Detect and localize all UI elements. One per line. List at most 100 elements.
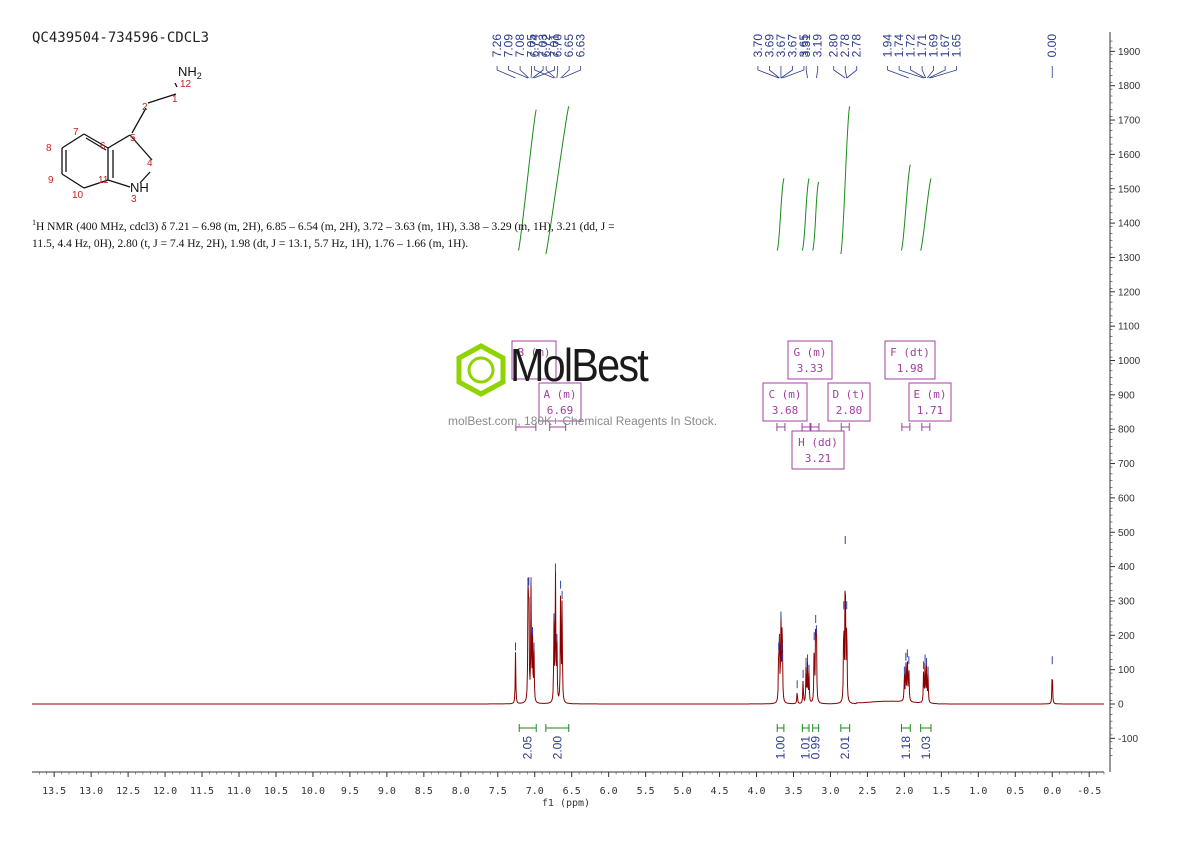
atom-number-10: 10	[72, 190, 84, 201]
peak-label: 6.72	[539, 34, 553, 58]
multiplet-box	[538, 382, 582, 422]
multiplet-name: A (m)	[543, 388, 576, 401]
x-tick-label: 2.5	[858, 786, 876, 797]
peak-label-connector	[545, 66, 556, 79]
x-tick-label: 7.5	[489, 786, 507, 797]
atom-number-3: 3	[131, 194, 137, 205]
integral-value: 2.01	[838, 736, 852, 760]
x-tick-label: 10.5	[264, 786, 288, 797]
integral-bracket	[900, 724, 911, 732]
peak-label: 3.70	[751, 34, 765, 58]
multiplet-box	[791, 430, 845, 470]
multiplet-name: F (dt)	[890, 346, 930, 359]
integrals: 2.05 2.00 1.00 1.010.99 2.01 1.18 1.03	[518, 724, 933, 760]
peak-label: 6.65	[562, 34, 576, 58]
peak-label: 7.26	[490, 34, 504, 58]
y-tick-label: 1400	[1118, 219, 1141, 230]
x-tick-label: 4.0	[747, 786, 765, 797]
x-tick-label: 6.0	[600, 786, 618, 797]
atom-number-4: 4	[147, 158, 153, 169]
x-tick-label: 11.5	[190, 786, 214, 797]
peak-labels: 7.267.097.087.057.037.01 6.746.726.706.65…	[490, 34, 1059, 79]
integral-curve	[812, 181, 820, 251]
integral-value: 1.01	[799, 736, 813, 760]
multiplet-value: 1.98	[897, 362, 924, 375]
peak-label: 7.01	[548, 34, 562, 58]
atom-number-6: 6	[100, 141, 106, 152]
multiplet-name: D (t)	[832, 388, 865, 401]
multiplet-name: B (m)	[517, 346, 550, 359]
y-tick-label: 700	[1118, 459, 1135, 470]
multiplet-range	[776, 423, 786, 431]
atom-number-8: 8	[46, 143, 52, 154]
x-tick-label: 7.0	[526, 786, 544, 797]
peak-label: 1.72	[904, 34, 918, 58]
peak-label-connector	[769, 66, 780, 79]
multiplet-name: E (m)	[913, 388, 946, 401]
x-tick-label: -0.5	[1077, 786, 1101, 797]
peak-label: 0.00	[1045, 34, 1059, 58]
integral-bracket	[840, 724, 851, 732]
y-tick-label: 1300	[1118, 253, 1141, 264]
x-tick-label: 3.0	[821, 786, 839, 797]
x-tick-label: 12.5	[116, 786, 140, 797]
peak-label: 3.65	[797, 34, 811, 58]
peak-label-connector	[534, 66, 555, 79]
integral-value: 1.18	[899, 736, 913, 760]
peak-label: 6.74	[528, 34, 542, 58]
peak-label-connector	[556, 66, 559, 79]
x-axis-label: f1 (ppm)	[542, 798, 590, 809]
atom-number-9: 9	[48, 175, 54, 186]
multiplet-box	[787, 340, 833, 380]
multiplet-value: 1.71	[917, 404, 944, 417]
y-tick-label: 500	[1118, 528, 1135, 539]
x-tick-label: 10.0	[301, 786, 325, 797]
x-tick-label: 0.0	[1043, 786, 1061, 797]
multiplet-range	[549, 423, 567, 431]
integral-bracket	[920, 724, 932, 732]
y-tick-label: 1600	[1118, 150, 1141, 161]
x-tick-label: 11.0	[227, 786, 251, 797]
x-tick-label: 13.5	[42, 786, 66, 797]
y-tick-label: 600	[1118, 493, 1135, 504]
y-tick-label: 400	[1118, 562, 1135, 573]
multiplet-name: G (m)	[793, 346, 826, 359]
integral-curve	[920, 178, 932, 251]
peak-label: 7.05	[525, 34, 539, 58]
peak-label-connector	[519, 66, 530, 79]
spectrum	[32, 535, 1104, 705]
integral-value: 1.00	[774, 736, 788, 760]
peak-label: 7.08	[513, 34, 527, 58]
peak-label: 3.67	[774, 34, 788, 58]
y-tick-label: 200	[1118, 631, 1135, 642]
peak-label-connector	[805, 66, 808, 79]
integral-value: 0.99	[809, 736, 823, 760]
nmr-description-text: H NMR (400 MHz, cdcl3) δ 7.21 – 6.98 (m,…	[32, 220, 615, 250]
peak-label-connector	[833, 66, 846, 79]
x-tick-label: 13.0	[79, 786, 103, 797]
peak-label: 1.74	[892, 34, 906, 58]
peak-label: 3.67	[785, 34, 799, 58]
x-tick-label: 8.0	[452, 786, 470, 797]
multiplet-name: H (dd)	[798, 436, 838, 449]
y-tick-label: 1800	[1118, 81, 1141, 92]
integral-bracket	[801, 724, 810, 732]
x-tick-label: 3.5	[784, 786, 802, 797]
multiplet-boxes: B (m) A (m) 6.69 G (m) 3.33 F (dt) 1.98 C (m) 3.…	[511, 340, 952, 470]
amine-label: NH2	[178, 64, 202, 81]
integral-bracket	[518, 724, 537, 732]
x-tick-label: 1.0	[969, 786, 987, 797]
peak-label: 7.03	[536, 34, 550, 58]
peak-label: 1.71	[915, 34, 929, 58]
molecule-structure	[61, 82, 178, 189]
x-tick-label: 12.0	[153, 786, 177, 797]
integral-bracket	[812, 724, 820, 732]
multiplet-value: 6.69	[547, 404, 574, 417]
peak-label-connector	[910, 66, 926, 79]
integral-value: 2.00	[550, 736, 564, 760]
peak-label: 1.69	[927, 34, 941, 58]
x-tick-label: 8.5	[415, 786, 433, 797]
peak-label-connector	[887, 66, 909, 79]
multiplet-box	[884, 340, 936, 380]
